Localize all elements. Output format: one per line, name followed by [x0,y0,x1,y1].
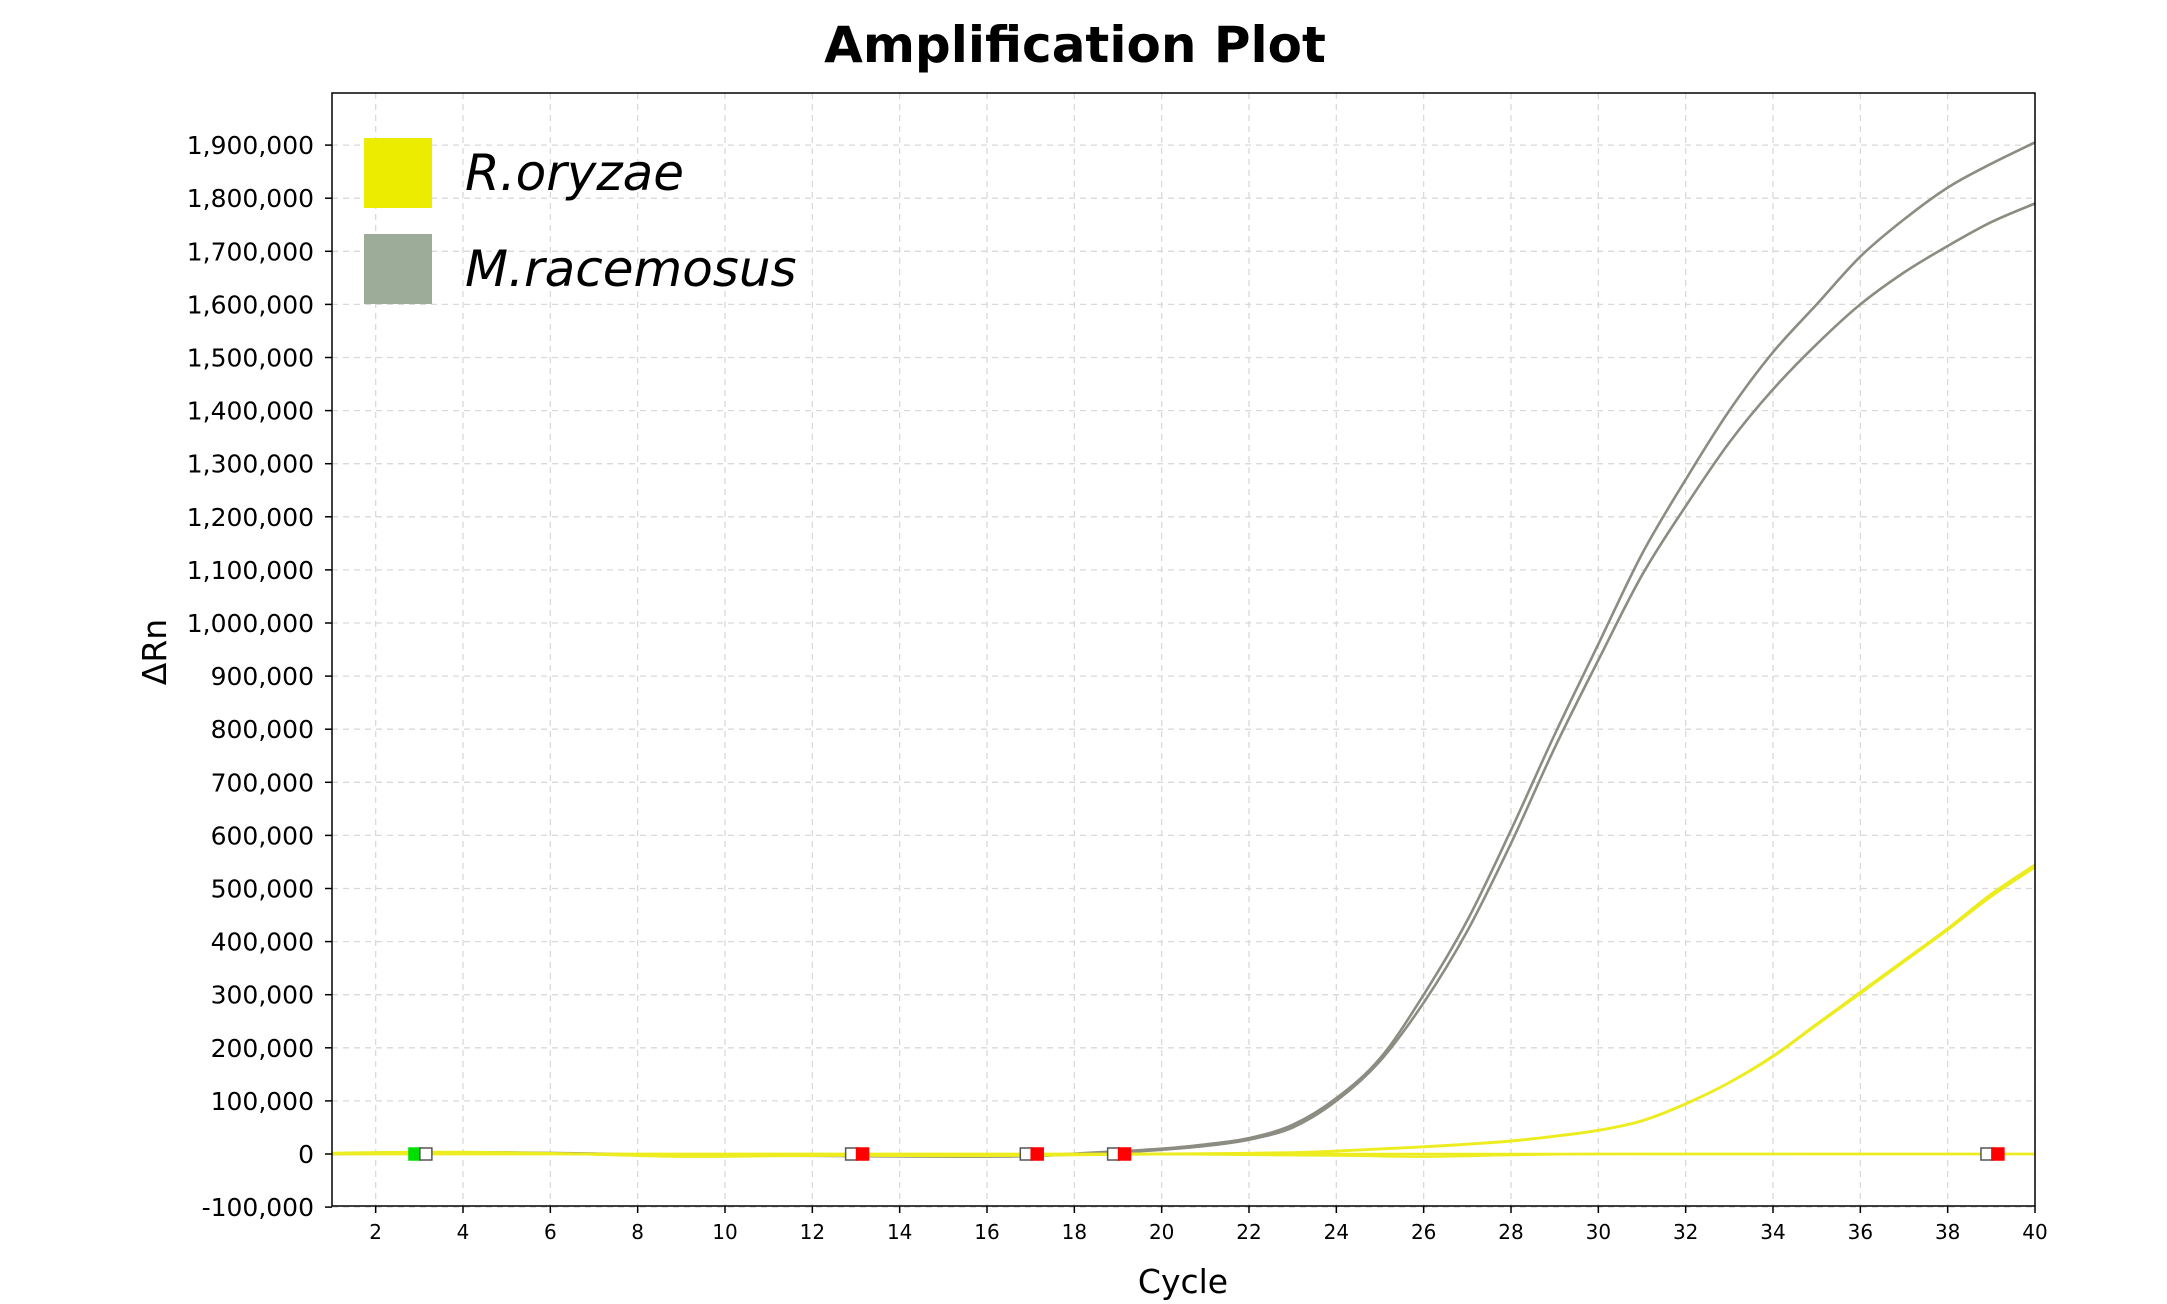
marker-layer [408,1147,2005,1161]
legend-swatch [364,138,432,208]
plot-frame [331,92,2036,1207]
x-tick-label: 18 [1062,1220,1087,1244]
x-tick-label: 22 [1236,1220,1261,1244]
y-tick-label: 400,000 [211,928,314,957]
y-tick-label: 1,200,000 [187,503,314,532]
baseline-marker [419,1147,433,1161]
y-tick-label: 800,000 [211,715,314,744]
x-tick-label: 34 [1760,1220,1785,1244]
y-tick-label: 1,100,000 [187,556,314,585]
legend-swatch [364,234,432,304]
y-tick-label: 1,600,000 [187,290,314,319]
y-tick-label: 1,400,000 [187,397,314,426]
legend-label: M.racemosus [465,240,797,298]
y-tick-label: 1,500,000 [187,344,314,373]
x-tick-label: 30 [1586,1220,1611,1244]
x-tick-label: 36 [1848,1220,1873,1244]
legend-label: R.oryzae [465,144,684,202]
y-tick-label: -100,000 [202,1193,314,1222]
y-tick-label: 100,000 [211,1087,314,1116]
x-tick-label: 26 [1411,1220,1436,1244]
y-tick-label: 1,800,000 [187,184,314,213]
x-tick-label: 4 [457,1220,470,1244]
x-tick-label: 32 [1673,1220,1698,1244]
x-tick-label: 10 [712,1220,737,1244]
x-tick-label: 28 [1498,1220,1523,1244]
x-tick-label: 20 [1149,1220,1174,1244]
x-axis-label: Cycle [1138,1262,1228,1301]
series-layer [331,141,2036,1159]
y-tick-label: 0 [298,1140,314,1169]
x-tick-label: 16 [974,1220,999,1244]
y-tick-label: 600,000 [211,821,314,850]
x-tick-label: 8 [631,1220,644,1244]
baseline-marker [1117,1147,1132,1161]
x-tick-label: 38 [1935,1220,1960,1244]
x-tick-label: 12 [800,1220,825,1244]
y-tick-label: 1,000,000 [187,609,314,638]
baseline-marker [1030,1147,1044,1161]
y-axis-ticks: -100,000 0 100,000 200,000 300,000 400,000 500… [187,131,332,1222]
chart-title: Amplification Plot [824,16,1326,74]
x-tick-label: 2 [369,1220,382,1244]
y-tick-label: 1,300,000 [187,450,314,479]
legend: R.oryzae M.racemosus [364,138,797,304]
y-tick-label: 200,000 [211,1034,314,1063]
y-axis-label: ΔRn [135,619,174,685]
baseline-marker [1991,1147,2005,1161]
series-line-r-oryzae-2 [331,863,2036,1158]
y-tick-label: 500,000 [211,875,314,904]
grid [332,93,2036,1208]
y-tick-label: 1,700,000 [187,237,314,266]
y-tick-label: 700,000 [211,768,314,797]
baseline-marker [855,1147,870,1161]
x-axis-ticks: 2 4 6 8 10 12 14 16 18 20 22 24 26 28 30 32 34 36 38 40 [369,1206,2048,1244]
y-tick-label: 900,000 [211,662,314,691]
x-tick-label: 24 [1324,1220,1349,1244]
x-tick-label: 14 [887,1220,912,1244]
y-tick-label: 300,000 [211,981,314,1010]
x-tick-label: 6 [544,1220,557,1244]
x-tick-label: 40 [2022,1220,2047,1244]
series-line-r-oryzae-5 [332,1152,2035,1158]
series-line-r-oryzae-3 [331,866,2036,1158]
y-tick-label: 1,900,000 [187,131,314,160]
